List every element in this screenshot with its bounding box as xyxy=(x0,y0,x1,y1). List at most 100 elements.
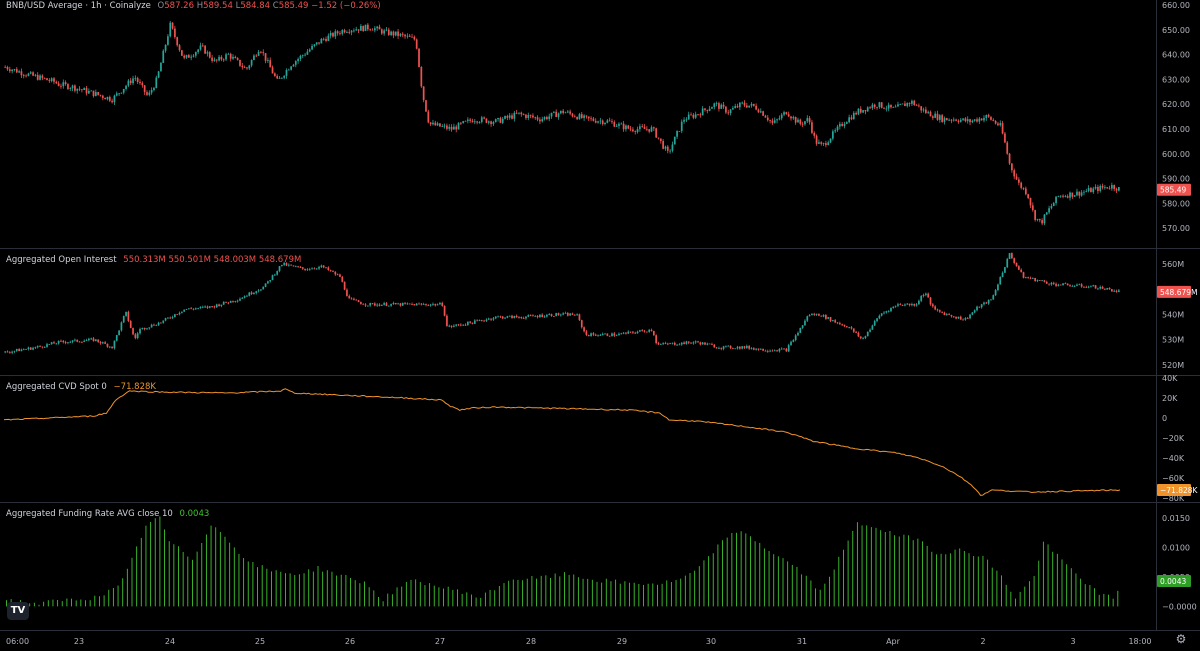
candle-body xyxy=(74,85,76,91)
funding-bar xyxy=(89,600,91,607)
candle-body xyxy=(432,303,434,305)
candle-body xyxy=(64,342,67,343)
candle-body xyxy=(299,267,302,268)
candle-body xyxy=(183,309,186,312)
candle-body xyxy=(506,316,509,318)
funding-bar xyxy=(387,593,389,607)
funding-bar xyxy=(615,579,617,607)
candle-body xyxy=(48,80,51,82)
candle-body xyxy=(829,317,832,322)
candle-body xyxy=(125,85,127,89)
candle-body xyxy=(943,118,946,122)
candle-body xyxy=(129,321,132,328)
candle-body xyxy=(983,117,985,121)
candle-body xyxy=(750,348,753,350)
candle-body xyxy=(739,346,741,349)
candle-body xyxy=(136,78,139,82)
candle-body xyxy=(573,314,576,316)
funding-bar xyxy=(638,583,640,607)
candle-body xyxy=(136,333,139,339)
candle-body xyxy=(676,344,678,346)
funding-bar xyxy=(350,577,351,607)
candle-body xyxy=(1078,284,1081,286)
candle-body xyxy=(820,315,823,317)
candle-body xyxy=(1018,266,1020,270)
settings-gear-icon[interactable]: ⚙ xyxy=(1175,632,1187,646)
candle-body xyxy=(206,52,209,54)
funding-bar xyxy=(6,600,7,607)
candle-body xyxy=(1090,286,1092,288)
candle-body xyxy=(111,100,113,103)
candle-body xyxy=(785,348,788,352)
candle-body xyxy=(515,112,518,114)
funding-bar xyxy=(894,535,896,607)
candle-body xyxy=(592,333,595,335)
funding-bar xyxy=(471,594,472,607)
candle-body xyxy=(627,331,630,334)
candle-body xyxy=(583,115,585,118)
candle-body xyxy=(557,313,560,316)
candle-body xyxy=(527,315,530,317)
candle-body xyxy=(404,34,406,37)
funding-bar xyxy=(433,585,435,607)
candle-body xyxy=(76,339,79,342)
candle-body xyxy=(343,30,346,33)
candle-body xyxy=(594,334,597,336)
funding-bar xyxy=(275,570,277,607)
funding-bar xyxy=(1117,590,1119,607)
candle-body xyxy=(457,122,460,130)
candle-body xyxy=(83,340,86,342)
funding-bar xyxy=(768,551,770,607)
candle-body xyxy=(722,346,725,349)
candle-body xyxy=(427,304,430,306)
tradingview-logo-icon[interactable]: TV xyxy=(7,602,29,620)
candle-body xyxy=(20,349,23,352)
candle-body xyxy=(376,304,379,306)
candle-body xyxy=(529,315,532,316)
candle-body xyxy=(590,333,592,337)
candle-body xyxy=(1004,133,1006,143)
funding-bar xyxy=(568,574,570,607)
funding-bar xyxy=(1084,584,1086,607)
funding-bar xyxy=(657,584,658,607)
candle-body xyxy=(39,346,41,347)
candle-body xyxy=(748,105,751,108)
candle-body xyxy=(729,345,732,349)
candle-body xyxy=(841,123,844,126)
candle-body xyxy=(276,271,279,275)
candle-body xyxy=(101,95,104,98)
funding-bar xyxy=(1056,553,1058,607)
candle-body xyxy=(499,117,502,123)
candle-body xyxy=(494,316,497,319)
price-open: 587.26 xyxy=(164,1,194,11)
funding-bar xyxy=(336,575,338,607)
candle-body xyxy=(943,312,946,316)
candle-body xyxy=(253,55,255,61)
candle-body xyxy=(604,122,606,125)
candle-body xyxy=(397,303,399,305)
candle-body xyxy=(22,75,25,76)
candle-body xyxy=(201,45,204,47)
y-tick-label: 560M xyxy=(1162,260,1184,269)
candle-body xyxy=(169,317,172,319)
candle-body xyxy=(685,341,688,345)
candle-body xyxy=(134,334,137,339)
candle-body xyxy=(29,347,32,350)
funding-bar xyxy=(722,540,723,607)
price-close: 585.49 xyxy=(278,1,309,11)
candle-body xyxy=(580,320,583,328)
candle-body xyxy=(548,116,551,120)
candle-body xyxy=(1043,214,1046,224)
candle-body xyxy=(1029,277,1032,279)
candle-body xyxy=(832,320,834,322)
candle-body xyxy=(1071,192,1074,197)
x-tick-label: 24 xyxy=(165,637,175,646)
candle-body xyxy=(274,73,276,76)
candle-body xyxy=(466,321,469,326)
candle-body xyxy=(613,122,616,127)
candle-body xyxy=(99,341,102,344)
candle-body xyxy=(292,64,295,67)
candle-body xyxy=(566,313,569,316)
